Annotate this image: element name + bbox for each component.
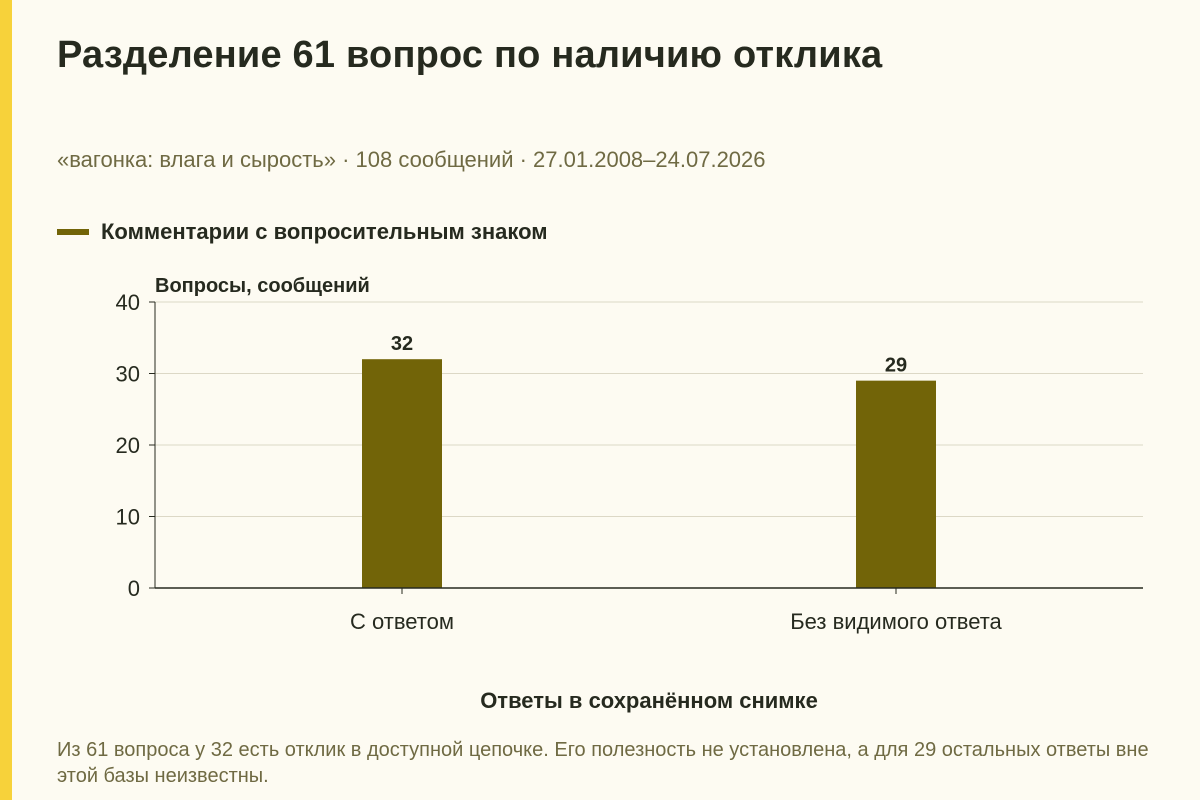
accent-stripe (0, 0, 12, 800)
bars: 32 29 (362, 333, 936, 588)
y-tick-label: 30 (116, 362, 140, 387)
gridlines (155, 301, 1143, 517)
y-tick-label: 0 (128, 576, 140, 601)
y-axis-title: Вопросы, сообщений (155, 275, 370, 297)
x-axis: С ответом Без видимого ответа (155, 587, 1143, 634)
chart-subtitle: «вагонка: влага и сырость» · 108 сообщен… (57, 147, 766, 172)
y-tick-label: 40 (116, 290, 140, 315)
y-tick-label: 10 (116, 505, 140, 530)
x-category-label: Без видимого ответа (790, 609, 1002, 634)
y-ticks: 0 10 20 30 40 (116, 290, 156, 601)
data-label: 29 (885, 355, 907, 377)
legend-label: Комментарии с вопросительным знаком (101, 219, 548, 244)
x-axis-title: Ответы в сохранённом снимке (480, 688, 818, 713)
y-tick-label: 20 (116, 433, 140, 458)
bar (856, 380, 936, 588)
legend-swatch (57, 229, 89, 235)
footnote: Из 61 вопроса у 32 есть отклик в доступн… (57, 739, 1149, 787)
data-label: 32 (391, 333, 413, 355)
bar (362, 359, 442, 588)
bar-chart: 0 10 20 30 40 32 29 С ответом Без видимого отв… (116, 275, 1143, 713)
x-category-label: С ответом (350, 609, 454, 634)
legend: Комментарии с вопросительным знаком (57, 219, 548, 245)
chart-title: Разделение 61 вопрос по наличию отклика (57, 34, 883, 76)
